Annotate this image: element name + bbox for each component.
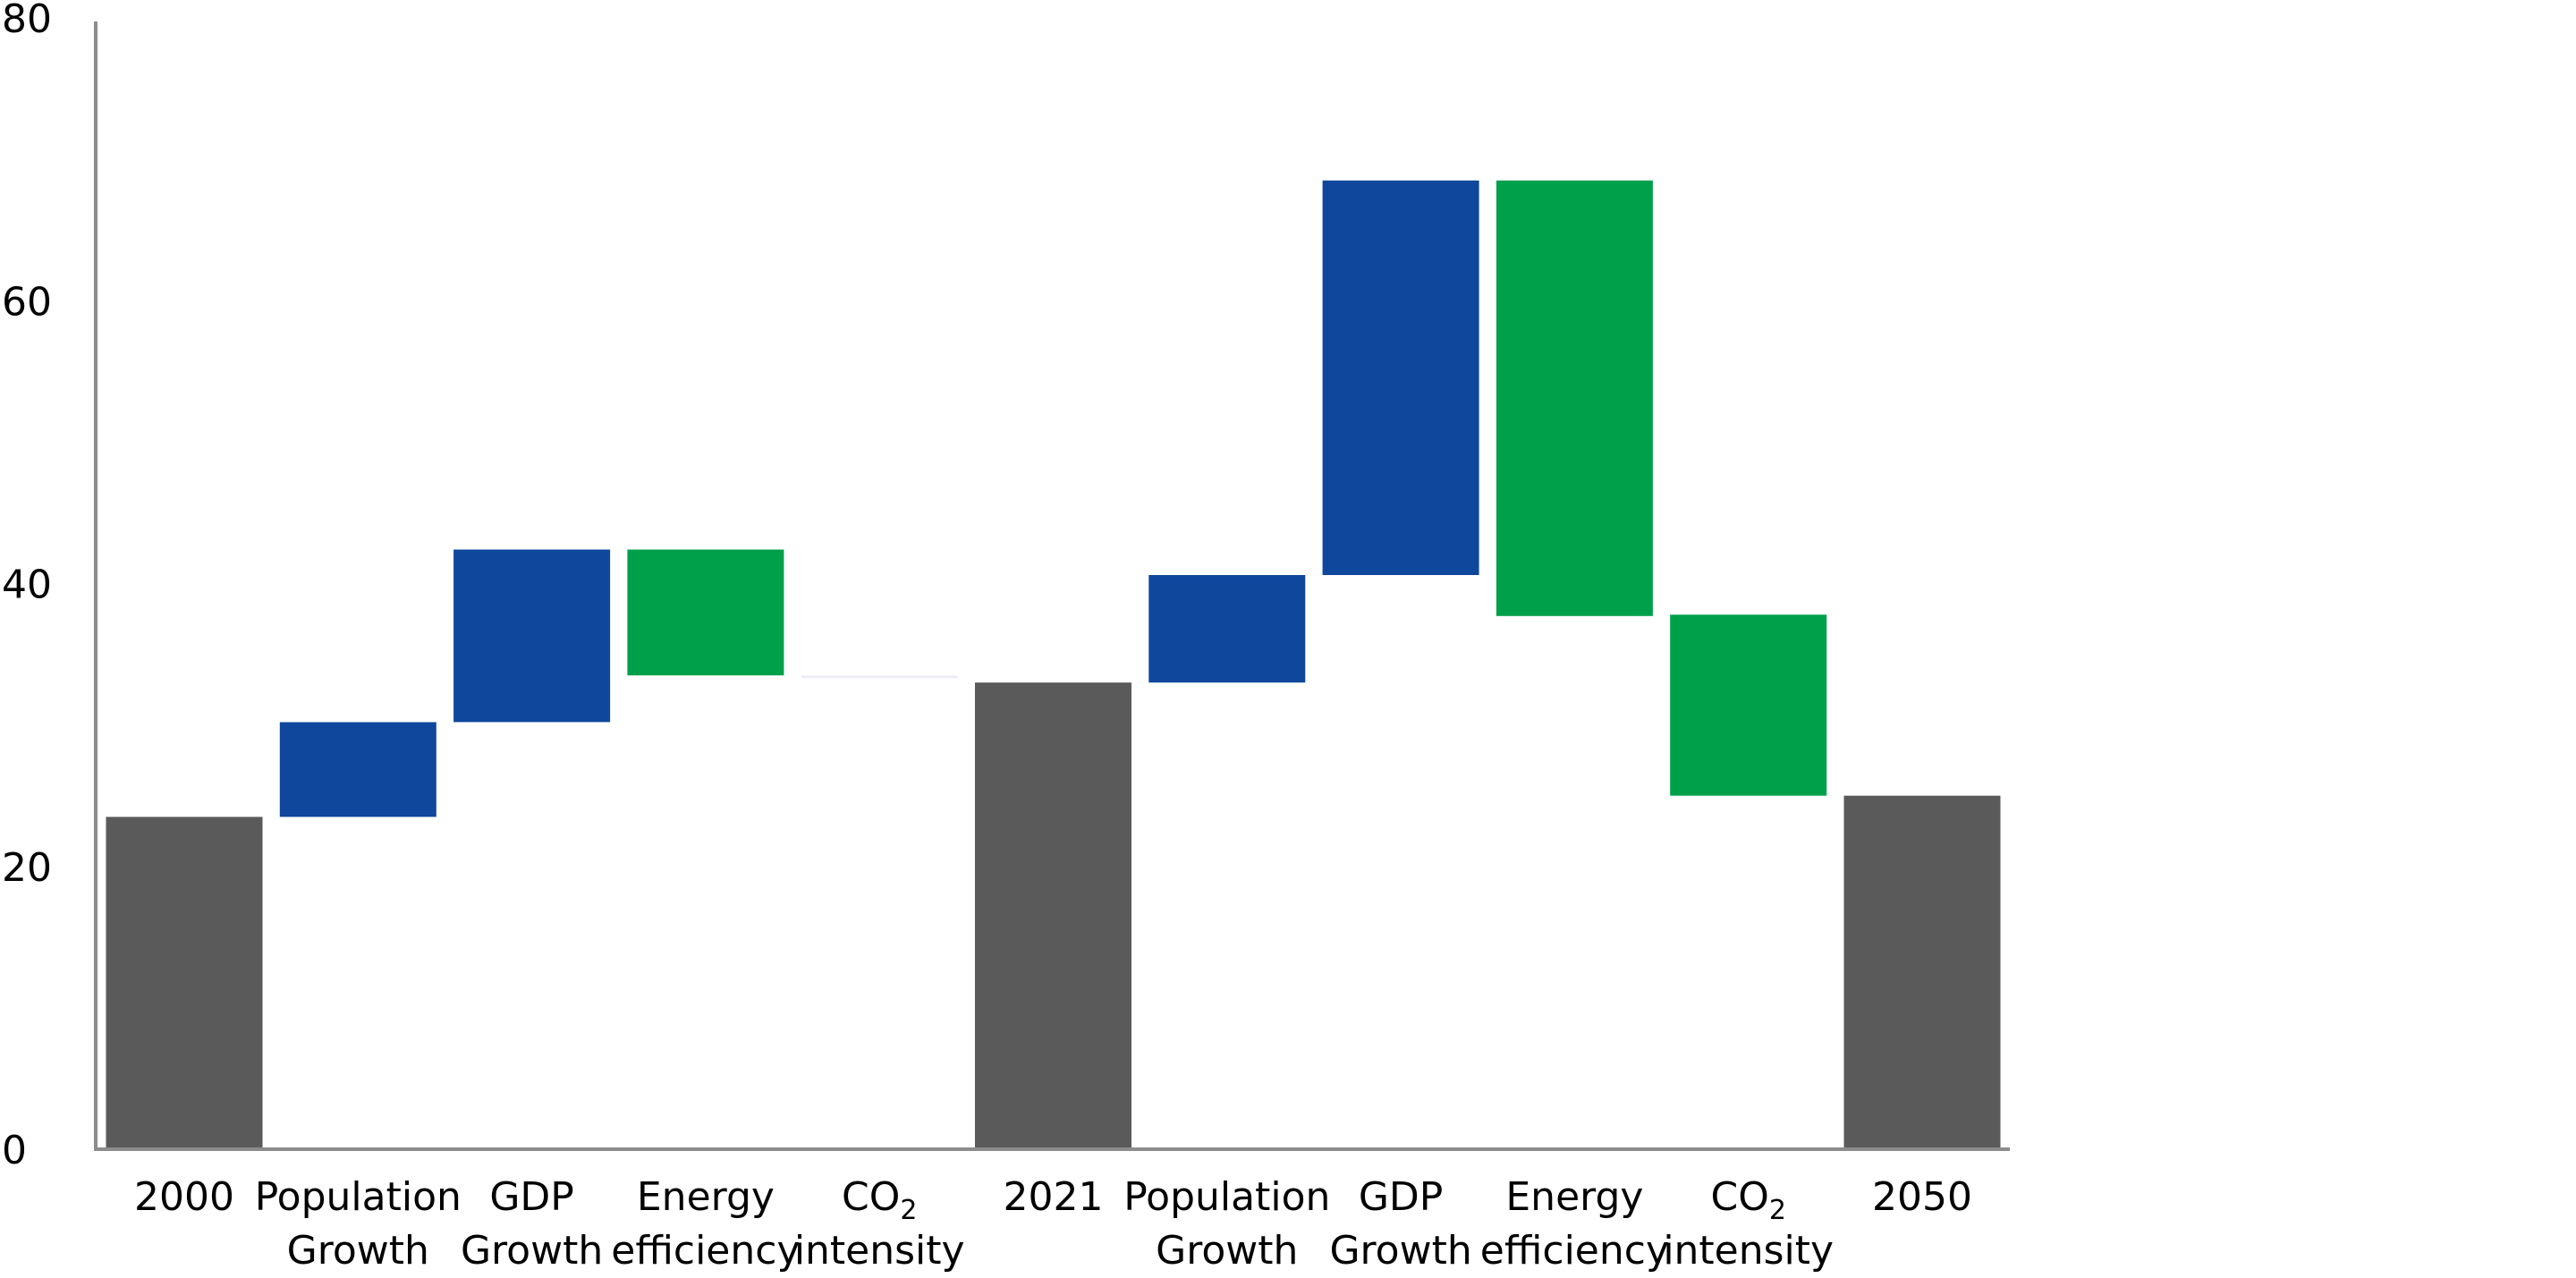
bar-increase	[1322, 180, 1479, 576]
x-category-label-line2: Growth	[287, 1228, 429, 1274]
bar-decrease	[627, 549, 784, 676]
x-category-label: Population	[1123, 1174, 1330, 1220]
bar-decrease	[1496, 180, 1653, 616]
bar-total	[1843, 795, 2001, 1149]
x-category-label: Energy	[637, 1174, 775, 1220]
bar-decrease	[1670, 614, 1827, 796]
x-category-label: CO2	[842, 1174, 917, 1226]
x-category-label-line2: Growth	[1329, 1228, 1471, 1274]
bar-increase	[453, 549, 611, 723]
bars-group	[106, 180, 2001, 1149]
x-category-label: Energy	[1505, 1174, 1643, 1220]
x-category-label-line2: efficiency	[1480, 1228, 1669, 1274]
y-tick-label: 40	[2, 563, 52, 608]
bar-decrease	[801, 675, 958, 679]
x-category-label: 2050	[1872, 1174, 1972, 1220]
x-category-label: Population	[255, 1174, 462, 1220]
x-category-label-line2: Growth	[461, 1228, 603, 1274]
bar-increase	[1148, 575, 1306, 683]
bar-increase	[279, 722, 436, 817]
bar-total	[106, 817, 263, 1149]
x-category-label-line2: Growth	[1156, 1228, 1298, 1274]
x-category-label: GDP	[489, 1174, 574, 1220]
x-category-label: 2021	[1004, 1174, 1104, 1220]
x-category-label: GDP	[1359, 1174, 1444, 1220]
y-tick-label: 60	[2, 279, 52, 325]
bar-total	[975, 682, 1131, 1149]
x-category-label-line2: intensity	[1663, 1228, 1834, 1274]
y-tick-labels: 0 20 40 60 80	[2, 0, 52, 1173]
x-category-label: 2000	[134, 1174, 234, 1220]
x-category-label-line2: intensity	[794, 1228, 965, 1274]
y-tick-label: 0	[2, 1128, 27, 1173]
x-category-label: CO2	[1710, 1174, 1785, 1226]
x-category-label-line2: efficiency	[611, 1228, 800, 1274]
y-tick-label: 80	[2, 0, 52, 42]
y-tick-label: 20	[2, 845, 52, 891]
x-category-labels: 2000 Population Growth GDP Growth Energy effic…	[134, 1174, 1972, 1274]
